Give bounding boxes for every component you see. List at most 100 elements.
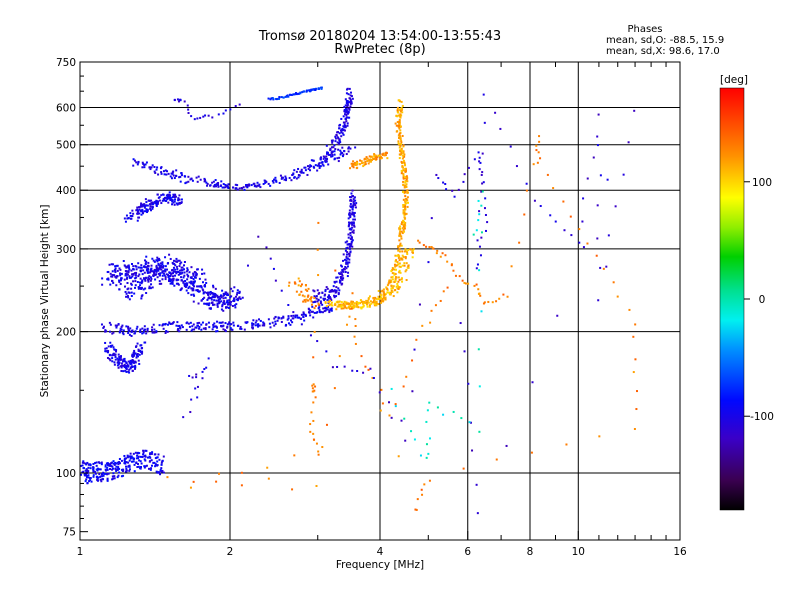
data-point: [342, 253, 345, 256]
data-point: [515, 165, 518, 168]
x-axis-label: Frequency [MHz]: [336, 559, 424, 571]
data-point: [154, 457, 157, 460]
data-point: [395, 130, 398, 133]
data-point: [401, 162, 404, 165]
data-point: [173, 196, 176, 199]
data-point: [349, 232, 352, 235]
data-point: [373, 153, 376, 156]
data-point: [315, 484, 318, 487]
data-point: [475, 229, 478, 232]
data-point: [390, 287, 393, 290]
data-point: [400, 151, 403, 154]
data-point: [108, 354, 111, 357]
data-point: [147, 199, 150, 202]
data-point: [127, 332, 130, 335]
data-point: [167, 274, 170, 277]
data-point: [347, 252, 350, 255]
data-point: [302, 316, 305, 319]
data-point: [140, 213, 143, 216]
data-point: [344, 271, 347, 274]
data-point: [125, 457, 128, 460]
data-point: [280, 320, 283, 323]
data-point: [158, 199, 161, 202]
data-point: [359, 306, 362, 309]
data-point: [403, 417, 406, 420]
data-point: [286, 318, 289, 321]
data-point: [347, 271, 350, 274]
data-point: [325, 157, 328, 160]
data-point: [428, 401, 431, 404]
data-point: [351, 211, 354, 214]
data-point: [174, 198, 177, 201]
data-point: [85, 476, 88, 479]
data-point: [101, 478, 104, 481]
data-point: [398, 271, 401, 274]
data-point: [425, 443, 428, 446]
data-point: [354, 146, 357, 149]
data-point: [211, 296, 214, 299]
data-point: [337, 160, 340, 163]
data-point: [172, 201, 175, 204]
data-point: [240, 484, 243, 487]
data-point: [135, 356, 138, 359]
data-point: [110, 345, 113, 348]
data-point: [248, 184, 251, 187]
data-point: [155, 268, 158, 271]
data-point: [299, 170, 302, 173]
data-point: [205, 291, 208, 294]
data-point: [147, 279, 150, 282]
data-point: [134, 367, 137, 370]
data-point: [234, 295, 237, 298]
data-point: [353, 335, 356, 338]
data-point: [397, 124, 400, 127]
data-point: [127, 455, 130, 458]
data-point: [118, 467, 121, 470]
data-point: [233, 304, 236, 307]
data-point: [404, 195, 407, 198]
data-point: [246, 183, 249, 186]
data-point: [391, 267, 394, 270]
y-tick-label: 100: [56, 468, 76, 480]
data-point: [120, 475, 123, 478]
data-point: [172, 272, 175, 275]
data-point: [140, 282, 143, 285]
data-point: [397, 263, 400, 266]
data-point: [206, 293, 209, 296]
data-point: [134, 345, 137, 348]
data-point: [344, 265, 347, 268]
data-point: [398, 228, 401, 231]
data-point: [399, 242, 402, 245]
data-point: [192, 289, 195, 292]
data-point: [204, 328, 207, 331]
data-point: [403, 216, 406, 219]
data-point: [184, 175, 187, 178]
data-point: [194, 387, 197, 390]
data-point: [425, 420, 428, 423]
data-point: [217, 298, 220, 301]
data-point: [209, 293, 212, 296]
data-point: [155, 470, 158, 473]
data-point: [402, 173, 405, 176]
data-point: [391, 286, 394, 289]
data-point: [400, 230, 403, 233]
data-point: [190, 266, 193, 269]
data-point: [582, 246, 585, 249]
data-point: [223, 300, 226, 303]
data-point: [371, 301, 374, 304]
data-point: [339, 149, 342, 152]
data-point: [158, 267, 161, 270]
y-tick-label: 75: [63, 527, 76, 539]
data-point: [570, 234, 573, 237]
data-point: [150, 277, 153, 280]
data-point: [115, 469, 118, 472]
data-point: [319, 296, 322, 299]
data-point: [296, 316, 299, 319]
data-point: [95, 468, 98, 471]
data-point: [212, 286, 215, 289]
data-point: [212, 185, 215, 188]
data-point: [331, 155, 334, 158]
data-point: [457, 188, 460, 191]
data-point: [104, 341, 107, 344]
data-point: [194, 271, 197, 274]
data-point: [397, 245, 400, 248]
